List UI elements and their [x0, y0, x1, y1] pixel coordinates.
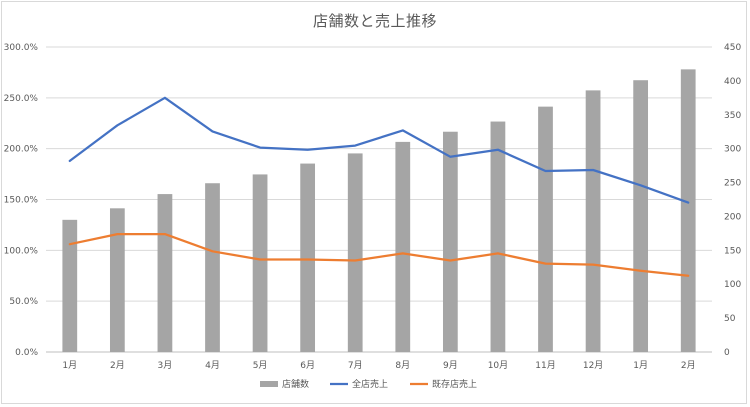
x-axis-tick-label: 4月: [205, 360, 220, 371]
x-axis-tick-label: 10月: [488, 360, 508, 371]
right-axis-tick-label: 250: [724, 179, 741, 189]
x-axis-tick-label: 2月: [681, 360, 696, 371]
bar-series-group: [62, 69, 696, 353]
right-axis-tick-label: 50: [724, 314, 736, 324]
bar: [633, 80, 649, 352]
legend: 店舗数 全店売上 既存店売上: [260, 378, 477, 390]
chart-title: 店舗数と売上推移: [312, 12, 437, 30]
bar: [490, 121, 506, 352]
left-axis-tick-label: 250.0%: [4, 94, 39, 104]
x-axis-tick-label: 7月: [348, 360, 363, 371]
x-axis-ticks: 1月 2月 3月 4月 5月 6月 7月 8月 9月 10月 11月 12月 1月 2月: [62, 360, 695, 371]
right-axis-tick-label: 100: [724, 280, 741, 290]
bar: [347, 153, 363, 352]
x-axis-tick-label: 1月: [62, 360, 77, 371]
left-axis-tick-label: 50.0%: [9, 297, 38, 307]
series-line: [68, 96, 690, 204]
right-axis-tick-label: 200: [724, 212, 741, 222]
left-axis-ticks: 0.0% 50.0% 100.0% 150.0% 200.0% 250.0% 300.0%: [4, 43, 39, 358]
bar: [680, 69, 696, 352]
right-axis-tick-label: 150: [724, 246, 741, 256]
right-axis-tick-label: 300: [724, 145, 741, 155]
bar: [62, 219, 78, 352]
bar: [442, 131, 458, 352]
left-axis-tick-label: 150.0%: [4, 196, 39, 206]
right-axis-tick-label: 350: [724, 111, 741, 121]
left-axis-tick-label: 0.0%: [15, 348, 38, 358]
x-axis-tick-label: 9月: [443, 360, 458, 371]
bar: [252, 174, 268, 352]
right-axis-tick-label: 400: [724, 77, 741, 87]
left-axis-tick-label: 100.0%: [4, 246, 39, 256]
x-axis-tick-label: 11月: [535, 360, 555, 371]
legend-label: 既存店売上: [432, 378, 477, 390]
right-axis-tick-label: 0: [724, 348, 730, 358]
x-axis-tick-label: 8月: [395, 360, 410, 371]
x-axis-tick-label: 12月: [583, 360, 603, 371]
bar: [395, 141, 411, 352]
x-axis-tick-label: 3月: [158, 360, 173, 371]
legend-label: 店舗数: [282, 378, 309, 390]
x-axis-tick-label: 5月: [253, 360, 268, 371]
series-line: [68, 232, 690, 277]
legend-label: 全店売上: [352, 378, 388, 390]
bar: [300, 163, 316, 352]
x-axis-tick-label: 6月: [300, 360, 315, 371]
gridlines: [46, 46, 712, 353]
bar: [205, 183, 220, 352]
left-axis-tick-label: 300.0%: [4, 43, 39, 53]
left-axis-tick-label: 200.0%: [4, 145, 39, 155]
bar: [109, 208, 125, 352]
bar: [157, 194, 173, 352]
bar: [538, 106, 553, 353]
right-axis-ticks: 0 50 100 150 200 250 300 350 400 450: [724, 43, 741, 358]
legend-swatch: [260, 381, 278, 387]
right-axis-tick-label: 450: [724, 43, 741, 53]
bar: [585, 90, 601, 352]
x-axis-tick-label: 2月: [110, 360, 125, 371]
x-axis-tick-label: 1月: [633, 360, 648, 371]
line-series-group: [68, 96, 690, 277]
